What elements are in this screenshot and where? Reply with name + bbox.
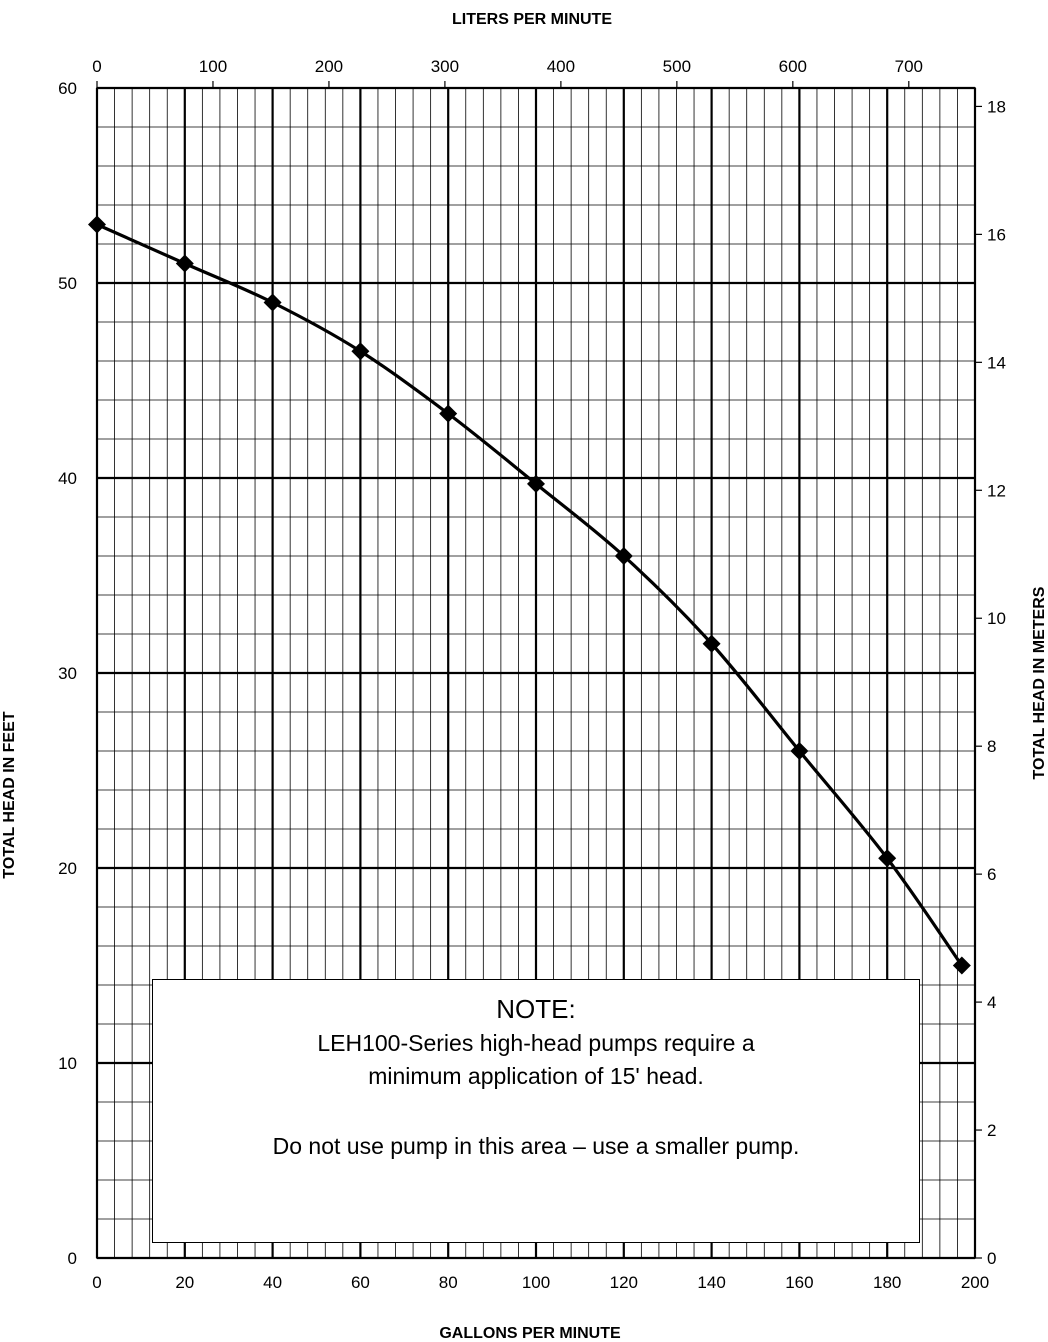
note-box: NOTE: LEH100-Series high-head pumps requ… — [152, 979, 920, 1243]
y2-tick-label: 18 — [987, 97, 1006, 116]
y-tick-label: 10 — [58, 1054, 77, 1073]
y2-axis-title: TOTAL HEAD IN METERS — [1031, 586, 1048, 779]
data-point-marker — [527, 474, 545, 493]
x-tick-label: 200 — [961, 1273, 989, 1292]
x-tick-label: 80 — [439, 1273, 458, 1292]
y-tick-label: 0 — [68, 1249, 77, 1268]
x2-tick-label: 200 — [315, 57, 343, 76]
data-point-marker — [878, 849, 897, 868]
y2-tick-label: 2 — [987, 1121, 996, 1140]
x-tick-label: 60 — [351, 1273, 370, 1292]
data-point-marker — [702, 634, 721, 653]
y-tick-label: 60 — [58, 79, 77, 98]
x2-tick-label: 700 — [895, 57, 923, 76]
x-tick-label: 180 — [873, 1273, 901, 1292]
x2-tick-label: 300 — [431, 57, 459, 76]
data-point-marker — [351, 342, 370, 361]
y-tick-label: 40 — [58, 469, 77, 488]
y-tick-label: 50 — [58, 274, 77, 293]
note-line-3: Do not use pump in this area – use a sma… — [272, 1133, 800, 1159]
data-point-marker — [263, 293, 282, 312]
note-line-2: minimum application of 15' head. — [368, 1063, 704, 1089]
tick-labels: 0 20 40 60 80 100 120 140 160 180 2000102030405060… — [58, 57, 1006, 1292]
y2-tick-label: 6 — [987, 865, 996, 884]
data-point-marker — [175, 254, 194, 273]
x-tick-label: 0 — [92, 1273, 101, 1292]
y2-tick-label: 12 — [987, 481, 1006, 500]
note-title: NOTE: — [496, 994, 576, 1024]
y2-tick-label: 4 — [987, 993, 996, 1012]
x2-axis-title: LITERS PER MINUTE — [452, 11, 612, 28]
x2-tick-label: 400 — [547, 57, 575, 76]
y2-tick-label: 16 — [987, 225, 1006, 244]
y-tick-label: 20 — [58, 859, 77, 878]
x-tick-label: 40 — [263, 1273, 282, 1292]
data-point-marker — [439, 404, 458, 423]
data-point-marker — [790, 742, 809, 760]
note-line-1: LEH100-Series high-head pumps require a — [317, 1030, 755, 1056]
x-tick-label: 100 — [522, 1273, 550, 1292]
x-tick-label: 20 — [175, 1273, 194, 1292]
y-tick-label: 30 — [58, 664, 77, 683]
series-layer — [88, 215, 971, 975]
y2-tick-label: 0 — [987, 1249, 996, 1268]
plot-frame — [96, 87, 976, 1259]
x-tick-label: 140 — [697, 1273, 725, 1292]
x-tick-label: 120 — [610, 1273, 638, 1292]
data-point-marker — [88, 215, 106, 234]
x2-tick-label: 100 — [199, 57, 227, 76]
x-tick-label: 160 — [785, 1273, 813, 1292]
y-axis-title: TOTAL HEAD IN FEET — [1, 711, 18, 878]
x2-tick-label: 500 — [663, 57, 691, 76]
axes — [96, 81, 982, 1259]
series-line — [96, 223, 964, 967]
x2-tick-label: 0 — [92, 57, 101, 76]
y2-tick-label: 10 — [987, 609, 1006, 628]
x2-tick-label: 600 — [779, 57, 807, 76]
data-point-marker — [952, 956, 971, 975]
y2-tick-label: 8 — [987, 737, 996, 756]
x-axis-title: GALLONS PER MINUTE — [439, 1325, 621, 1342]
y2-tick-label: 14 — [987, 353, 1006, 372]
data-point-marker — [614, 547, 633, 565]
